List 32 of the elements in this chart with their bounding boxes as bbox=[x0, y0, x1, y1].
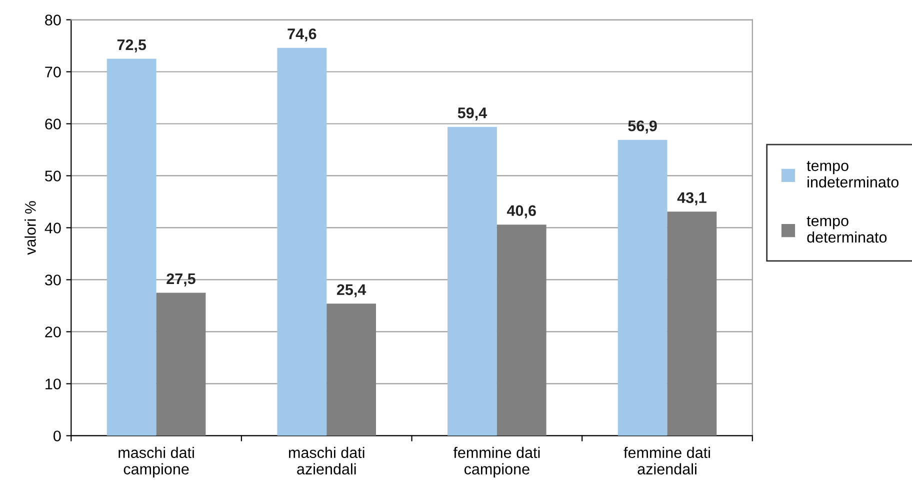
y-tick-label: 50 bbox=[45, 170, 61, 182]
bar bbox=[326, 304, 376, 436]
data-label: 72,5 bbox=[117, 39, 146, 52]
data-label: 59,4 bbox=[458, 107, 488, 121]
bar bbox=[496, 224, 546, 436]
x-tick-label: femmine dati aziendali bbox=[624, 446, 710, 474]
bar bbox=[106, 58, 156, 436]
data-label: 25,4 bbox=[336, 284, 366, 298]
y-tick-label: 80 bbox=[45, 14, 61, 26]
y-tick-label: 30 bbox=[45, 274, 61, 286]
y-tick-label: 70 bbox=[45, 66, 61, 78]
legend-label: tempo determinato bbox=[806, 216, 887, 243]
bar bbox=[618, 140, 668, 436]
bar bbox=[448, 126, 497, 436]
x-tick-label: maschi dati campione bbox=[118, 446, 194, 478]
bar bbox=[156, 292, 206, 436]
y-tick-label: 0 bbox=[54, 430, 61, 442]
y-tick-label: 10 bbox=[46, 378, 61, 390]
y-tick-label: 60 bbox=[45, 118, 61, 130]
x-tick-label: maschi dati aziendali bbox=[288, 446, 364, 474]
data-label: 74,6 bbox=[288, 28, 316, 42]
data-label: 27,5 bbox=[166, 273, 196, 286]
data-label: 43,1 bbox=[677, 192, 706, 206]
y-tick-label: 40 bbox=[44, 222, 61, 234]
legend-label: tempo indeterminato bbox=[806, 161, 898, 188]
bar bbox=[277, 48, 327, 436]
y-tick-label: 20 bbox=[45, 326, 61, 338]
y-axis-title: valori % bbox=[24, 201, 36, 255]
data-label: 40,6 bbox=[506, 205, 536, 218]
data-label: 56,9 bbox=[628, 120, 657, 134]
bar bbox=[667, 212, 717, 436]
x-tick-label: femmine dati campione bbox=[453, 446, 540, 478]
